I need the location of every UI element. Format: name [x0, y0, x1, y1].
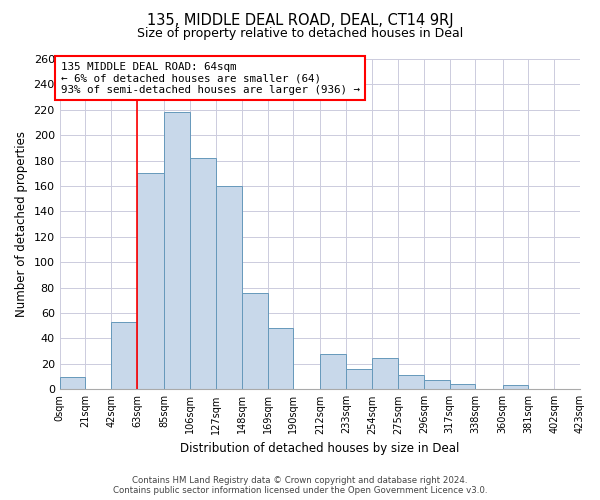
Bar — [59, 376, 85, 390]
Bar — [242, 293, 268, 390]
Bar — [449, 384, 475, 390]
Bar — [216, 186, 242, 390]
Bar — [372, 358, 398, 390]
Bar — [164, 112, 190, 390]
X-axis label: Distribution of detached houses by size in Deal: Distribution of detached houses by size … — [180, 442, 460, 455]
Bar — [320, 354, 346, 390]
Bar — [398, 376, 424, 390]
Bar — [137, 174, 164, 390]
Y-axis label: Number of detached properties: Number of detached properties — [15, 131, 28, 317]
Text: 135 MIDDLE DEAL ROAD: 64sqm
← 6% of detached houses are smaller (64)
93% of semi: 135 MIDDLE DEAL ROAD: 64sqm ← 6% of deta… — [61, 62, 360, 94]
Text: 135, MIDDLE DEAL ROAD, DEAL, CT14 9RJ: 135, MIDDLE DEAL ROAD, DEAL, CT14 9RJ — [146, 12, 454, 28]
Bar — [112, 322, 137, 390]
Bar — [190, 158, 216, 390]
Text: Size of property relative to detached houses in Deal: Size of property relative to detached ho… — [137, 28, 463, 40]
Bar — [424, 380, 449, 390]
Bar — [346, 369, 372, 390]
Bar — [268, 328, 293, 390]
Text: Contains HM Land Registry data © Crown copyright and database right 2024.
Contai: Contains HM Land Registry data © Crown c… — [113, 476, 487, 495]
Bar — [503, 386, 529, 390]
